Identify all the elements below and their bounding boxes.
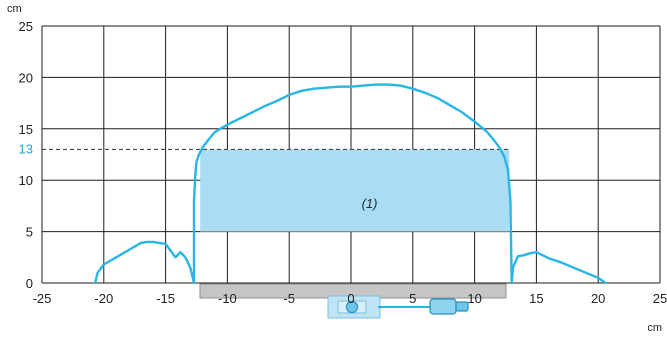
y-tick-label: 10 [19, 173, 33, 188]
x-tick-label: 25 [653, 291, 667, 306]
x-tick-label: 15 [529, 291, 543, 306]
x-tick-label: -10 [218, 291, 237, 306]
x-tick-label: -5 [283, 291, 295, 306]
sensor-lens-icon [345, 300, 359, 314]
x-tick-label: 0 [347, 291, 354, 306]
y-tick-label: 0 [26, 276, 33, 291]
x-tick-label: -20 [94, 291, 113, 306]
detection-zone [200, 149, 510, 232]
x-tick-label: 5 [409, 291, 416, 306]
y-axis-unit: cm [7, 3, 22, 15]
detection-curve-layer [93, 83, 607, 285]
x-tick-label: 10 [467, 291, 481, 306]
sensor-connector [429, 298, 457, 315]
x-axis-unit: cm [647, 322, 662, 334]
detection-curve [93, 83, 607, 285]
axis-labels: -25 -20 -15 -10 -5 0 5 10 15 20 25 0 5 10 15 20 25 [19, 19, 667, 306]
x-tick-label: 20 [591, 291, 605, 306]
y-tick-label: 15 [19, 122, 33, 137]
y-tick-label: 5 [26, 225, 33, 240]
x-tick-label: -15 [156, 291, 175, 306]
sensor-connector-tip [455, 301, 469, 312]
detection-zone-layer [200, 149, 510, 232]
y-tick-label: 20 [19, 70, 33, 85]
sensor-graphic [199, 283, 507, 319]
x-tick-label: -25 [33, 291, 52, 306]
threshold-label: 13 [19, 141, 33, 156]
zone-label: (1) [362, 196, 378, 211]
y-tick-label: 25 [19, 19, 33, 34]
